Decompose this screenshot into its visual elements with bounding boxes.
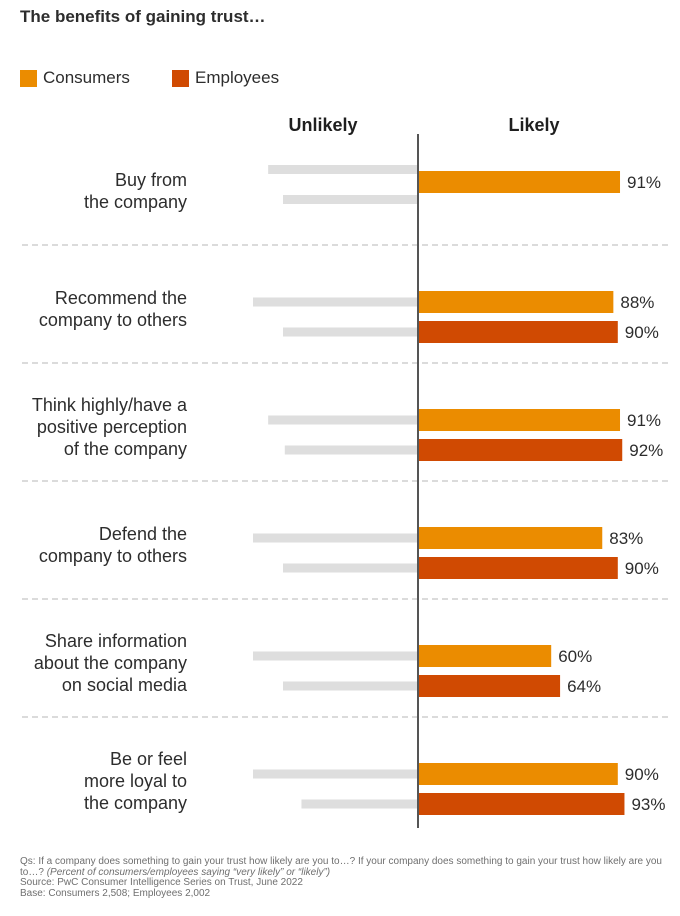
legend-item-consumers: Consumers bbox=[20, 68, 130, 88]
legend-swatch-consumers bbox=[20, 69, 37, 87]
unlikely-bar-bottom bbox=[283, 681, 418, 691]
value-label-employees: 93% bbox=[631, 795, 665, 814]
header-likely: Likely bbox=[508, 115, 559, 135]
value-label-employees: 90% bbox=[625, 323, 659, 342]
unlikely-bar-bottom bbox=[283, 327, 418, 337]
likely-bar-consumers bbox=[418, 527, 603, 549]
category-label: on social media bbox=[62, 675, 188, 695]
value-label-consumers: 91% bbox=[627, 173, 661, 192]
unlikely-bar-top bbox=[253, 769, 418, 779]
category-label: of the company bbox=[64, 439, 187, 459]
value-label-consumers: 83% bbox=[609, 529, 643, 548]
unlikely-bar-top bbox=[268, 415, 418, 425]
likely-bar-employees bbox=[418, 675, 561, 697]
value-label-employees: 64% bbox=[567, 677, 601, 696]
likely-bar-employees bbox=[418, 793, 625, 815]
footnote: Qs: If a company does something to gain … bbox=[20, 856, 680, 899]
unlikely-bar-top bbox=[268, 165, 418, 174]
legend-item-employees: Employees bbox=[172, 68, 279, 88]
legend-label-consumers: Consumers bbox=[43, 68, 130, 87]
category-label: company to others bbox=[39, 310, 187, 330]
unlikely-bar-bottom bbox=[283, 195, 418, 204]
legend-swatch-employees bbox=[172, 69, 189, 87]
category-label: the company bbox=[84, 793, 187, 813]
category-label: about the company bbox=[34, 653, 187, 673]
likely-bar-consumers bbox=[418, 171, 621, 193]
category-label: more loyal to bbox=[84, 771, 187, 791]
chart-title: The benefits of gaining trust… bbox=[20, 7, 266, 26]
legend-label-employees: Employees bbox=[195, 68, 280, 87]
category-label: the company bbox=[84, 192, 187, 212]
value-label-consumers: 91% bbox=[627, 411, 661, 430]
category-label: Buy from bbox=[115, 170, 187, 190]
likely-bar-employees bbox=[418, 557, 618, 579]
category-label: Be or feel bbox=[110, 749, 187, 769]
category-label: Defend the bbox=[99, 524, 187, 544]
category-label: Think highly/have a bbox=[32, 395, 188, 415]
footnote-base: Base: Consumers 2,508; Employees 2,002 bbox=[20, 887, 211, 899]
footnote-note: (Percent of consumers/employees saying “… bbox=[46, 866, 331, 878]
value-label-consumers: 60% bbox=[558, 647, 592, 666]
value-label-consumers: 88% bbox=[620, 293, 654, 312]
category-label: company to others bbox=[39, 546, 187, 566]
unlikely-bar-bottom bbox=[284, 445, 418, 455]
category-label: Share information bbox=[45, 631, 187, 651]
header-unlikely: Unlikely bbox=[288, 115, 357, 135]
likely-bar-consumers bbox=[418, 291, 614, 313]
unlikely-bar-top bbox=[253, 533, 418, 543]
value-label-consumers: 90% bbox=[625, 765, 659, 784]
unlikely-bar-bottom bbox=[283, 563, 418, 573]
likely-bar-consumers bbox=[418, 763, 618, 785]
unlikely-bar-top bbox=[253, 651, 418, 661]
footnote-source: Source: PwC Consumer Intelligence Series… bbox=[20, 877, 303, 888]
likely-bar-employees bbox=[418, 439, 623, 461]
likely-bar-consumers bbox=[418, 409, 621, 431]
category-label: Recommend the bbox=[55, 288, 187, 308]
category-label: positive perception bbox=[37, 417, 187, 437]
unlikely-bar-bottom bbox=[301, 799, 418, 809]
footnote-question: Qs: If a company does something to gain … bbox=[20, 856, 662, 878]
likely-bar-consumers bbox=[418, 645, 552, 667]
unlikely-bar-top bbox=[253, 297, 418, 307]
likely-bar-employees bbox=[418, 321, 618, 343]
value-label-employees: 90% bbox=[625, 559, 659, 578]
value-label-employees: 92% bbox=[629, 441, 663, 460]
